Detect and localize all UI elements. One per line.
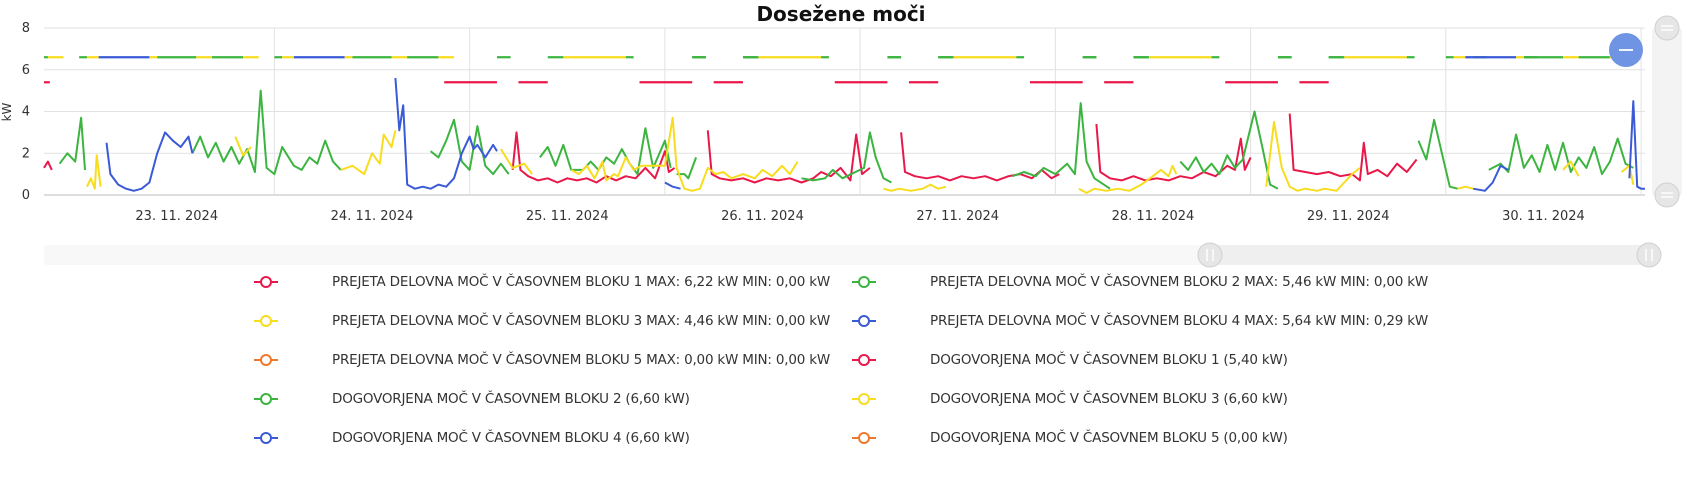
- legend-label: PREJETA DELOVNA MOČ V ČASOVNEM BLOKU 2 M…: [930, 274, 1428, 290]
- x-tick-label: 29. 11. 2024: [1307, 209, 1390, 224]
- legend-line-circle-icon: [852, 315, 876, 327]
- series-line-block-2: [1488, 133, 1634, 176]
- x-tick-label: 24. 11. 2024: [331, 209, 414, 224]
- series-line-block-2: [801, 131, 892, 184]
- legend-item[interactable]: PREJETA DELOVNA MOČ V ČASOVNEM BLOKU 5 M…: [254, 348, 830, 372]
- grid-lines: [44, 27, 1645, 196]
- series-line-block-1: [43, 160, 53, 171]
- x-scroll-selected-range[interactable]: [1210, 245, 1648, 265]
- series-line-block-2: [191, 89, 342, 176]
- legend-label: DOGOVORJENA MOČ V ČASOVNEM BLOKU 3 (6,60…: [930, 391, 1288, 407]
- legend-label: PREJETA DELOVNA MOČ V ČASOVNEM BLOKU 5 M…: [332, 352, 830, 368]
- series-line-block-1: [511, 131, 676, 184]
- legend-label: PREJETA DELOVNA MOČ V ČASOVNEM BLOKU 4 M…: [930, 313, 1428, 329]
- legend-line-circle-icon: [254, 276, 278, 288]
- legend-item[interactable]: PREJETA DELOVNA MOČ V ČASOVNEM BLOKU 4 M…: [852, 309, 1428, 333]
- legend-label: DOGOVORJENA MOČ V ČASOVNEM BLOKU 4 (6,60…: [332, 430, 690, 446]
- series-line-block-3: [500, 148, 533, 175]
- series-line-block-4: [664, 181, 681, 190]
- series-line-block-3: [340, 130, 397, 176]
- series-line-block-4: [105, 131, 194, 192]
- y-tick-label: 2: [22, 146, 30, 161]
- legend-label: DOGOVORJENA MOČ V ČASOVNEM BLOKU 1 (5,40…: [930, 352, 1288, 368]
- series-line-block-1: [1095, 123, 1252, 182]
- series-line-block-3: [1265, 120, 1361, 192]
- legend-line-circle-icon: [852, 276, 876, 288]
- series-line-block-2: [1179, 110, 1279, 190]
- y-tick-label: 6: [22, 63, 30, 78]
- x-scrollbar[interactable]: [44, 242, 1662, 268]
- legend-label: PREJETA DELOVNA MOČ V ČASOVNEM BLOKU 1 M…: [332, 274, 830, 290]
- x-tick-label: 30. 11. 2024: [1502, 209, 1585, 224]
- x-axis: 23. 11. 2024 24. 11. 2024 25. 11. 2024 26. …: [135, 209, 1584, 224]
- series-line-block-3: [234, 136, 252, 157]
- legend-line-circle-icon: [254, 432, 278, 444]
- legend-line-circle-icon: [852, 354, 876, 366]
- series-line-block-3: [86, 154, 102, 190]
- y-tick-label: 4: [22, 105, 30, 120]
- x-tick-label: 25. 11. 2024: [526, 209, 609, 224]
- series-line-block-3: [570, 116, 799, 192]
- legend-item[interactable]: DOGOVORJENA MOČ V ČASOVNEM BLOKU 4 (6,60…: [254, 426, 690, 450]
- legend-item[interactable]: DOGOVORJENA MOČ V ČASOVNEM BLOKU 2 (6,60…: [254, 387, 690, 411]
- x-scroll-handle-right[interactable]: [1636, 242, 1662, 268]
- series-line-block-3: [1562, 160, 1580, 177]
- series-line-block-2: [539, 127, 672, 176]
- legend-line-circle-icon: [254, 393, 278, 405]
- series-line-block-4: [1628, 100, 1645, 190]
- x-tick-label: 23. 11. 2024: [135, 209, 218, 224]
- zoom-out-button[interactable]: [1609, 33, 1643, 67]
- y-tick-label: 8: [22, 21, 30, 36]
- legend-item[interactable]: PREJETA DELOVNA MOČ V ČASOVNEM BLOKU 3 M…: [254, 309, 830, 333]
- series-line-block-2: [1417, 118, 1458, 190]
- legend-item[interactable]: DOGOVORJENA MOČ V ČASOVNEM BLOKU 5 (0,00…: [852, 426, 1288, 450]
- y-scroll-handle-bottom[interactable]: [1654, 182, 1680, 208]
- series-line-block-3: [1457, 185, 1474, 190]
- y-scroll-handle-top[interactable]: [1654, 15, 1680, 41]
- series-line-block-3: [1078, 164, 1178, 194]
- y-tick-label: 0: [22, 188, 30, 203]
- series-line-block-1: [900, 132, 1060, 182]
- legend-line-circle-icon: [254, 315, 278, 327]
- legend-item[interactable]: DOGOVORJENA MOČ V ČASOVNEM BLOKU 1 (5,40…: [852, 348, 1288, 372]
- series-line-block-3: [883, 183, 947, 192]
- legend-item[interactable]: DOGOVORJENA MOČ V ČASOVNEM BLOKU 3 (6,60…: [852, 387, 1288, 411]
- series-line-block-2: [676, 157, 698, 180]
- x-tick-label: 26. 11. 2024: [721, 209, 804, 224]
- legend-line-circle-icon: [852, 393, 876, 405]
- legend-label: DOGOVORJENA MOČ V ČASOVNEM BLOKU 5 (0,00…: [930, 430, 1288, 446]
- y-axis-label: kW: [0, 102, 14, 121]
- legend-label: DOGOVORJENA MOČ V ČASOVNEM BLOKU 2 (6,60…: [332, 391, 690, 407]
- y-axis: 0 2 4 6 8: [22, 21, 30, 203]
- chart-title: Dosežene moči: [756, 2, 925, 26]
- series-line-block-1: [1288, 113, 1418, 182]
- legend-item[interactable]: PREJETA DELOVNA MOČ V ČASOVNEM BLOKU 1 M…: [254, 270, 830, 294]
- x-tick-label: 28. 11. 2024: [1112, 209, 1195, 224]
- x-tick-label: 27. 11. 2024: [916, 209, 999, 224]
- legend-line-circle-icon: [254, 354, 278, 366]
- y-scrollbar[interactable]: [1652, 15, 1682, 208]
- series-line-block-4: [1473, 164, 1509, 192]
- series-line-block-1: [706, 130, 871, 184]
- legend-label: PREJETA DELOVNA MOČ V ČASOVNEM BLOKU 3 M…: [332, 313, 830, 329]
- series-line-block-3: [1620, 164, 1635, 185]
- x-scroll-handle-left[interactable]: [1197, 242, 1223, 268]
- series-line-block-2: [429, 118, 510, 176]
- legend-line-circle-icon: [852, 432, 876, 444]
- contracted-power-lines: [44, 56, 1626, 84]
- series-line-block-2: [58, 116, 86, 170]
- series-line-block-2: [1012, 102, 1111, 190]
- series-line-block-4: [394, 78, 498, 190]
- series-lines: [43, 78, 1645, 194]
- legend-item[interactable]: PREJETA DELOVNA MOČ V ČASOVNEM BLOKU 2 M…: [852, 270, 1428, 294]
